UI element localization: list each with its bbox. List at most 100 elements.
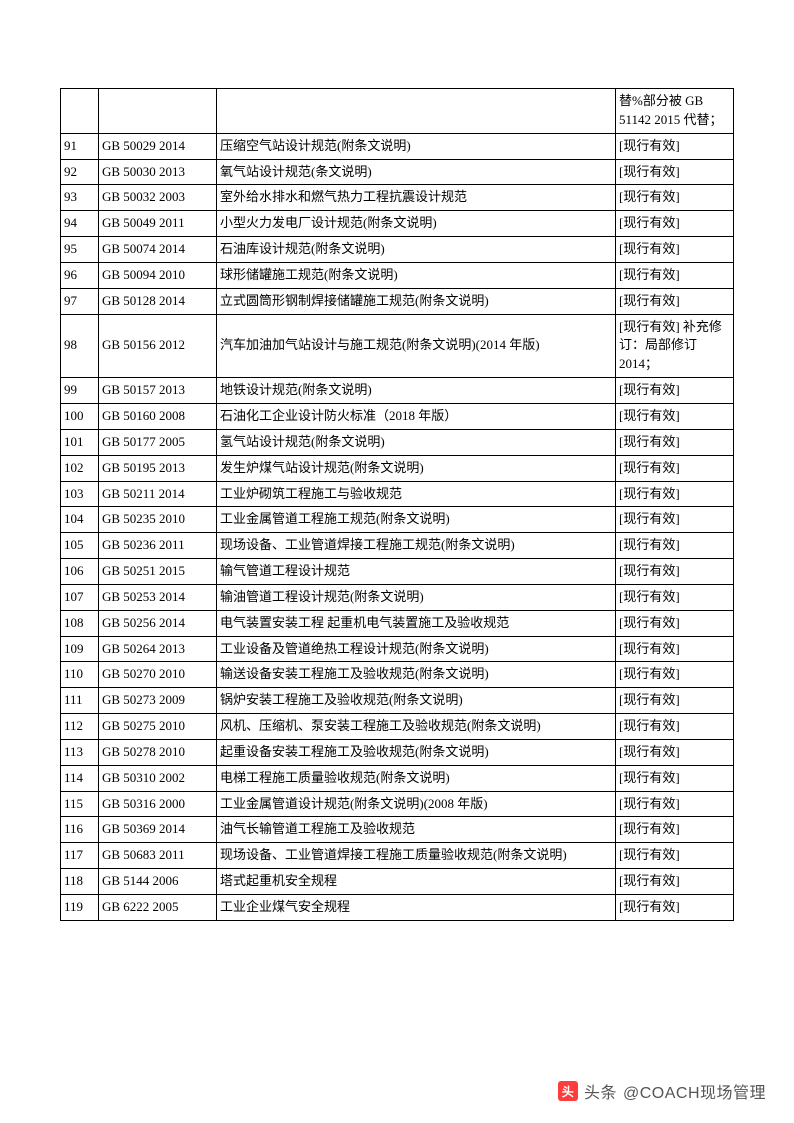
row-index: 100 bbox=[61, 403, 99, 429]
row-status: [现行有效] bbox=[616, 817, 734, 843]
row-index: 107 bbox=[61, 584, 99, 610]
row-index: 114 bbox=[61, 765, 99, 791]
watermark-prefix: 头条 bbox=[584, 1079, 617, 1103]
row-index: 101 bbox=[61, 429, 99, 455]
row-title: 石油化工企业设计防火标准（2018 年版） bbox=[217, 403, 616, 429]
row-code: GB 50253 2014 bbox=[99, 584, 217, 610]
row-code: GB 50030 2013 bbox=[99, 159, 217, 185]
table-row: 106GB 50251 2015输气管道工程设计规范[现行有效] bbox=[61, 559, 734, 585]
row-title: 电气装置安装工程 起重机电气装置施工及验收规范 bbox=[217, 610, 616, 636]
row-status: [现行有效] bbox=[616, 765, 734, 791]
row-status: [现行有效] bbox=[616, 559, 734, 585]
row-status: [现行有效] bbox=[616, 455, 734, 481]
row-code: GB 6222 2005 bbox=[99, 895, 217, 921]
row-code: GB 50211 2014 bbox=[99, 481, 217, 507]
table-row: 108GB 50256 2014电气装置安装工程 起重机电气装置施工及验收规范[… bbox=[61, 610, 734, 636]
row-code: GB 50074 2014 bbox=[99, 237, 217, 263]
row-code: GB 50369 2014 bbox=[99, 817, 217, 843]
table-row: 107GB 50253 2014输油管道工程设计规范(附条文说明)[现行有效] bbox=[61, 584, 734, 610]
row-title: 工业设备及管道绝热工程设计规范(附条文说明) bbox=[217, 636, 616, 662]
row-index: 106 bbox=[61, 559, 99, 585]
row-title: 地铁设计规范(附条文说明) bbox=[217, 378, 616, 404]
row-status: [现行有效] bbox=[616, 288, 734, 314]
table-row: 100GB 50160 2008石油化工企业设计防火标准（2018 年版）[现行… bbox=[61, 403, 734, 429]
row-code: GB 50177 2005 bbox=[99, 429, 217, 455]
row-code: GB 50157 2013 bbox=[99, 378, 217, 404]
row-index: 111 bbox=[61, 688, 99, 714]
table-row: 109GB 50264 2013工业设备及管道绝热工程设计规范(附条文说明)[现… bbox=[61, 636, 734, 662]
row-title: 工业企业煤气安全规程 bbox=[217, 895, 616, 921]
table-row: 104GB 50235 2010工业金属管道工程施工规范(附条文说明)[现行有效… bbox=[61, 507, 734, 533]
row-index: 103 bbox=[61, 481, 99, 507]
row-code: GB 50156 2012 bbox=[99, 314, 217, 378]
watermark-logo-icon: 头 bbox=[558, 1081, 578, 1101]
row-index: 119 bbox=[61, 895, 99, 921]
row-status: [现行有效] bbox=[616, 688, 734, 714]
row-index: 99 bbox=[61, 378, 99, 404]
row-index: 115 bbox=[61, 791, 99, 817]
table-row: 116GB 50369 2014油气长输管道工程施工及验收规范[现行有效] bbox=[61, 817, 734, 843]
row-status: [现行有效] bbox=[616, 739, 734, 765]
row-status: [现行有效] bbox=[616, 843, 734, 869]
table-row: 92GB 50030 2013氧气站设计规范(条文说明)[现行有效] bbox=[61, 159, 734, 185]
row-status: 替%部分被 GB 51142 2015 代替； bbox=[616, 89, 734, 134]
row-index: 95 bbox=[61, 237, 99, 263]
table-row: 97GB 50128 2014立式圆筒形钢制焊接储罐施工规范(附条文说明)[现行… bbox=[61, 288, 734, 314]
row-title: 塔式起重机安全规程 bbox=[217, 869, 616, 895]
row-code: GB 50032 2003 bbox=[99, 185, 217, 211]
row-status: [现行有效] bbox=[616, 237, 734, 263]
table-row: 91GB 50029 2014压缩空气站设计规范(附条文说明)[现行有效] bbox=[61, 133, 734, 159]
row-code: GB 50128 2014 bbox=[99, 288, 217, 314]
row-title: 氢气站设计规范(附条文说明) bbox=[217, 429, 616, 455]
row-index: 105 bbox=[61, 533, 99, 559]
row-code: GB 50273 2009 bbox=[99, 688, 217, 714]
row-code: GB 50160 2008 bbox=[99, 403, 217, 429]
row-title: 现场设备、工业管道焊接工程施工规范(附条文说明) bbox=[217, 533, 616, 559]
row-index: 91 bbox=[61, 133, 99, 159]
row-index: 113 bbox=[61, 739, 99, 765]
row-title: 工业金属管道工程施工规范(附条文说明) bbox=[217, 507, 616, 533]
row-code bbox=[99, 89, 217, 134]
row-title: 电梯工程施工质量验收规范(附条文说明) bbox=[217, 765, 616, 791]
row-index: 108 bbox=[61, 610, 99, 636]
row-title: 风机、压缩机、泵安装工程施工及验收规范(附条文说明) bbox=[217, 714, 616, 740]
table-row: 94GB 50049 2011小型火力发电厂设计规范(附条文说明)[现行有效] bbox=[61, 211, 734, 237]
table-row: 103GB 50211 2014工业炉砌筑工程施工与验收规范[现行有效] bbox=[61, 481, 734, 507]
row-code: GB 50310 2002 bbox=[99, 765, 217, 791]
table-row: 95GB 50074 2014石油库设计规范(附条文说明)[现行有效] bbox=[61, 237, 734, 263]
row-title bbox=[217, 89, 616, 134]
row-status: [现行有效] bbox=[616, 133, 734, 159]
row-code: GB 50094 2010 bbox=[99, 262, 217, 288]
row-title: 工业金属管道设计规范(附条文说明)(2008 年版) bbox=[217, 791, 616, 817]
table-row: 115GB 50316 2000工业金属管道设计规范(附条文说明)(2008 年… bbox=[61, 791, 734, 817]
row-title: 输送设备安装工程施工及验收规范(附条文说明) bbox=[217, 662, 616, 688]
row-status: [现行有效] bbox=[616, 159, 734, 185]
row-status: [现行有效] bbox=[616, 378, 734, 404]
row-status: [现行有效] bbox=[616, 185, 734, 211]
row-status: [现行有效] bbox=[616, 714, 734, 740]
row-code: GB 50316 2000 bbox=[99, 791, 217, 817]
table-row: 105GB 50236 2011现场设备、工业管道焊接工程施工规范(附条文说明)… bbox=[61, 533, 734, 559]
row-index: 112 bbox=[61, 714, 99, 740]
row-index: 93 bbox=[61, 185, 99, 211]
row-code: GB 50029 2014 bbox=[99, 133, 217, 159]
row-status: [现行有效] bbox=[616, 262, 734, 288]
table-row: 119GB 6222 2005工业企业煤气安全规程[现行有效] bbox=[61, 895, 734, 921]
row-code: GB 50049 2011 bbox=[99, 211, 217, 237]
table-row: 96GB 50094 2010球形储罐施工规范(附条文说明)[现行有效] bbox=[61, 262, 734, 288]
row-index: 104 bbox=[61, 507, 99, 533]
row-index bbox=[61, 89, 99, 134]
row-index: 92 bbox=[61, 159, 99, 185]
row-index: 116 bbox=[61, 817, 99, 843]
row-index: 117 bbox=[61, 843, 99, 869]
row-status: [现行有效] bbox=[616, 403, 734, 429]
table-row: 118GB 5144 2006塔式起重机安全规程[现行有效] bbox=[61, 869, 734, 895]
watermark: 头 头条 @COACH现场管理 bbox=[558, 1079, 766, 1103]
row-title: 现场设备、工业管道焊接工程施工质量验收规范(附条文说明) bbox=[217, 843, 616, 869]
row-index: 96 bbox=[61, 262, 99, 288]
table-row: 112GB 50275 2010风机、压缩机、泵安装工程施工及验收规范(附条文说… bbox=[61, 714, 734, 740]
table-row: 101GB 50177 2005氢气站设计规范(附条文说明)[现行有效] bbox=[61, 429, 734, 455]
table-row: 114GB 50310 2002电梯工程施工质量验收规范(附条文说明)[现行有效… bbox=[61, 765, 734, 791]
table-row: 113GB 50278 2010起重设备安装工程施工及验收规范(附条文说明)[现… bbox=[61, 739, 734, 765]
watermark-text: @COACH现场管理 bbox=[623, 1079, 766, 1103]
